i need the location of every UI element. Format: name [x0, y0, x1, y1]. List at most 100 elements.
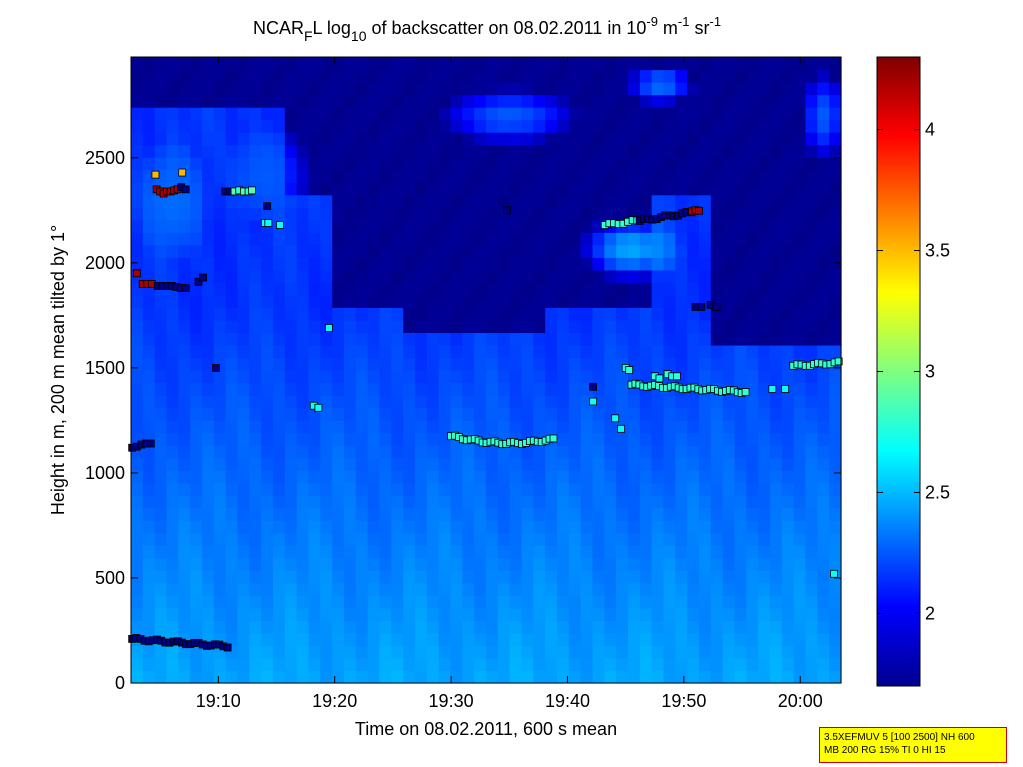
- heatmap-cell: [131, 582, 144, 596]
- heatmap-cell: [249, 495, 262, 509]
- heatmap-cell: [568, 420, 582, 434]
- heatmap-cell: [237, 470, 250, 484]
- heatmap-cell: [628, 420, 641, 434]
- heatmap-cell: [628, 257, 641, 271]
- heatmap-cell: [154, 670, 168, 684]
- heatmap-cell: [249, 370, 262, 384]
- heatmap-cell: [616, 457, 629, 471]
- heatmap-cell: [675, 595, 688, 609]
- heatmap-cell: [450, 269, 463, 283]
- heatmap-cell: [604, 545, 617, 559]
- heatmap-cell: [426, 607, 440, 621]
- heatmap-cell: [604, 144, 617, 158]
- heatmap-cell: [154, 82, 168, 96]
- heatmap-cell: [178, 445, 191, 459]
- heatmap-cell: [178, 344, 191, 359]
- heatmap-cell: [202, 445, 215, 459]
- heatmap-cell: [568, 182, 582, 196]
- heatmap-cell: [746, 332, 759, 346]
- heatmap-cell: [497, 507, 511, 521]
- heatmap-cell: [332, 445, 345, 459]
- heatmap-cell: [793, 470, 807, 484]
- heatmap-cell: [710, 282, 724, 296]
- heatmap-cell: [805, 645, 818, 659]
- heatmap-cell: [817, 69, 830, 83]
- heatmap-cell: [580, 94, 594, 108]
- heatmap-cell: [131, 232, 144, 246]
- heatmap-cell: [829, 607, 842, 621]
- heatmap-cell: [770, 545, 783, 559]
- heatmap-cell: [687, 595, 700, 609]
- heatmap-cell: [616, 194, 629, 208]
- heatmap-cell: [296, 232, 310, 246]
- heatmap-cell: [403, 269, 416, 283]
- heatmap-cell: [580, 194, 594, 208]
- heatmap-cell: [604, 169, 617, 183]
- heatmap-cell: [817, 407, 830, 421]
- heatmap-cell: [131, 319, 144, 334]
- heatmap-cell: [426, 69, 440, 83]
- heatmap-cell: [604, 632, 617, 647]
- heatmap-cell: [379, 194, 392, 208]
- heatmap-cell: [829, 107, 842, 121]
- heatmap-cell: [580, 182, 594, 196]
- heatmap-cell: [580, 470, 594, 484]
- heatmap-cell: [509, 307, 523, 321]
- heatmap-cell: [450, 382, 463, 396]
- heatmap-cell: [438, 470, 452, 484]
- heatmap-cell: [781, 207, 795, 221]
- heatmap-cell: [770, 570, 783, 584]
- heatmap-cell: [521, 294, 534, 308]
- heatmap-cell: [131, 382, 144, 396]
- heatmap-cell: [273, 244, 286, 258]
- heatmap-cell: [817, 395, 830, 409]
- heatmap-cell: [687, 57, 700, 71]
- heatmap-cell: [308, 269, 321, 283]
- heatmap-cell: [474, 282, 487, 296]
- heatmap-cell: [403, 395, 416, 409]
- heatmap-cell: [781, 194, 795, 208]
- heatmap-cell: [237, 119, 250, 133]
- heatmap-cell: [509, 645, 523, 659]
- heatmap-cell: [639, 319, 653, 334]
- heatmap-cell: [154, 620, 168, 634]
- heatmap-cell: [746, 657, 759, 672]
- heatmap-cell: [190, 645, 203, 659]
- heatmap-cell: [225, 107, 239, 121]
- y-tick-label: 1500: [85, 358, 125, 378]
- heatmap-cell: [568, 407, 582, 421]
- heatmap-cell: [509, 294, 523, 308]
- heatmap-cell: [474, 645, 487, 659]
- heatmap-cell: [793, 94, 807, 108]
- heatmap-cell: [225, 370, 239, 384]
- heatmap-cell: [213, 570, 227, 584]
- heatmap-cell: [190, 169, 203, 183]
- heatmap-cell: [261, 645, 274, 659]
- heatmap-cell: [509, 69, 523, 83]
- heatmap-cell: [829, 94, 842, 108]
- heatmap-cell: [687, 495, 700, 509]
- heatmap-cell: [474, 657, 487, 672]
- heatmap-cell: [722, 445, 736, 459]
- heatmap-cell: [533, 620, 546, 634]
- heatmap-cell: [332, 294, 345, 308]
- heatmap-cell: [131, 495, 144, 509]
- heatmap-cell: [545, 257, 558, 271]
- heatmap-cell: [793, 107, 807, 121]
- heatmap-cell: [817, 144, 830, 158]
- heatmap-cell: [391, 219, 404, 233]
- heatmap-cell: [592, 119, 605, 133]
- heatmap-cell: [639, 257, 653, 271]
- heatmap-cell: [190, 607, 203, 621]
- heatmap-cell: [296, 395, 310, 409]
- heatmap-cell: [639, 82, 653, 96]
- heatmap-cell: [639, 194, 653, 208]
- heatmap-cell: [699, 357, 712, 371]
- heatmap-cell: [154, 457, 168, 471]
- heatmap-cell: [213, 82, 227, 96]
- heatmap-cell: [710, 244, 724, 258]
- heatmap-cell: [734, 69, 747, 83]
- heatmap-cell: [580, 119, 594, 133]
- heatmap-cell: [604, 257, 617, 271]
- heatmap-cell: [308, 319, 321, 334]
